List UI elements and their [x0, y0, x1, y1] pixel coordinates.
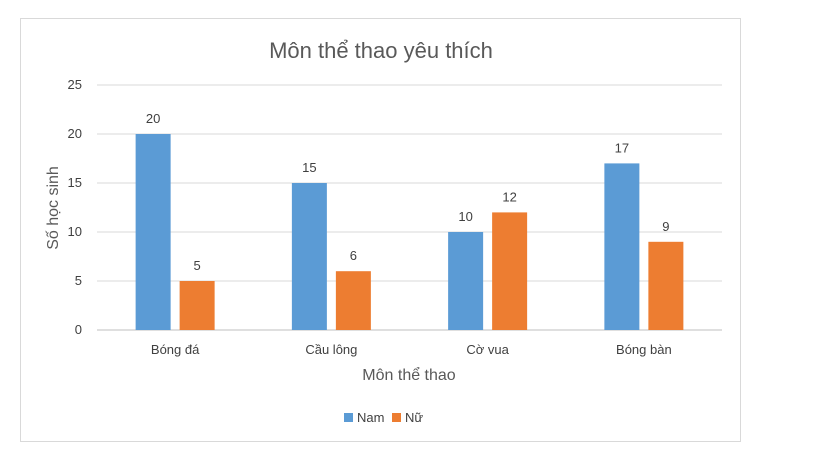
legend-label: Nam: [357, 410, 384, 425]
bar-n-: [335, 271, 371, 330]
legend-swatch: [344, 413, 353, 422]
y-tick-label: 20: [68, 126, 82, 141]
bars: [135, 134, 684, 330]
y-tick-label: 10: [68, 224, 82, 239]
legend: Nam Nữ: [344, 410, 423, 425]
bar-nam: [291, 183, 327, 330]
bar-n-: [179, 281, 215, 330]
data-label: 10: [458, 209, 472, 224]
x-axis-title: Môn thể thao: [362, 366, 456, 384]
y-tick-label: 15: [68, 175, 82, 190]
data-labels: 20 5 15 6 10 12 17 9: [146, 111, 670, 273]
y-tick-label: 5: [75, 273, 82, 288]
x-category-label: Cầu lông: [305, 342, 357, 357]
data-label: 20: [146, 111, 160, 126]
bar-nam: [448, 232, 484, 330]
bar-nam: [604, 163, 640, 330]
chart-title: Môn thể thao yêu thích: [269, 38, 493, 63]
data-label: 6: [350, 248, 357, 263]
y-tick-label: 0: [75, 322, 82, 337]
data-label: 17: [615, 140, 629, 155]
data-label: 5: [194, 258, 201, 273]
x-axis-categories: Bóng đá Cầu lông Cờ vua Bóng bàn: [151, 342, 672, 357]
bar-nam: [135, 134, 171, 330]
y-axis-ticks: 0 5 10 15 20 25: [68, 77, 82, 337]
y-tick-label: 25: [68, 77, 82, 92]
bar-n-: [492, 212, 528, 330]
bar-n-: [648, 241, 684, 330]
data-label: 12: [502, 189, 516, 204]
x-category-label: Bóng bàn: [616, 342, 672, 357]
x-category-label: Bóng đá: [151, 342, 200, 357]
data-label: 15: [302, 160, 316, 175]
y-axis-title: Số học sinh: [45, 166, 62, 250]
legend-swatch: [392, 413, 401, 422]
data-label: 9: [662, 219, 669, 234]
legend-label: Nữ: [405, 410, 423, 425]
x-category-label: Cờ vua: [466, 342, 509, 357]
